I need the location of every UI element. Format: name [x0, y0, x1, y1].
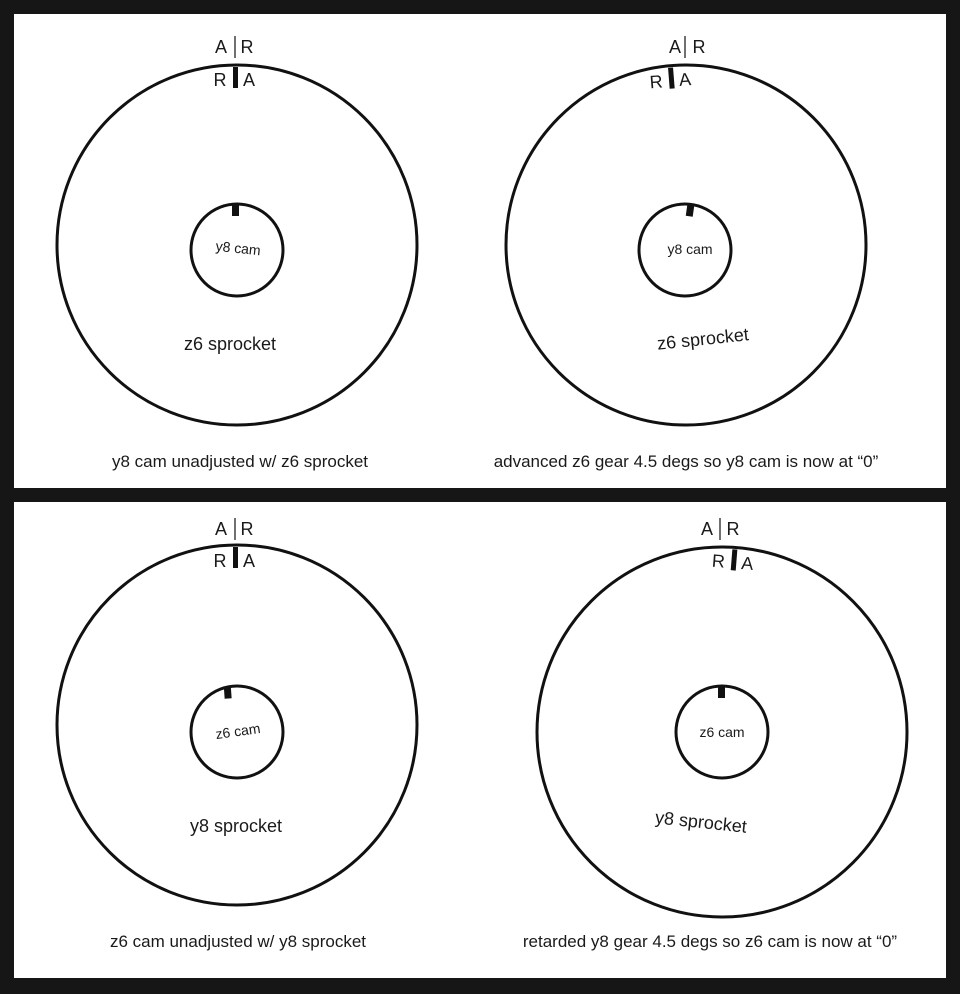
cam-label: y8 cam [667, 241, 712, 257]
sprocket-timing-mark [730, 549, 738, 571]
sprocket-mark-group: R A [214, 67, 255, 90]
top-right-letter: R [241, 519, 254, 539]
mark-right-letter: A [243, 70, 255, 90]
diagram-3: A R R A z6 cam y8 sprocket z6 cam unadju… [55, 518, 419, 951]
cam-label: y8 cam [215, 238, 262, 259]
cam-circle [637, 202, 733, 298]
sprocket-label: z6 sprocket [656, 324, 750, 354]
sprocket-mark-group: R A [649, 67, 692, 92]
cam-label: z6 cam [214, 720, 261, 742]
sprocket-circle [504, 63, 868, 427]
sprocket-circle [55, 543, 419, 907]
sprocket-label: y8 sprocket [654, 807, 748, 837]
sprocket-circle [55, 63, 419, 427]
cam-mark-group [685, 203, 695, 217]
cam-timing-mark [685, 203, 695, 217]
top-right-letter: R [241, 37, 254, 57]
diagram-4: A R R A z6 cam y8 sprocket retarded y8 g… [523, 518, 909, 951]
cam-timing-mark [223, 686, 232, 699]
cam-label: z6 cam [699, 724, 744, 740]
diagram-caption: z6 cam unadjusted w/ y8 sprocket [110, 932, 366, 951]
top-left-letter: A [701, 519, 713, 539]
sprocket-circle [535, 545, 909, 919]
sprocket-label: y8 sprocket [190, 816, 282, 836]
sprocket-mark-group: R A [214, 547, 255, 571]
diagram-caption: advanced z6 gear 4.5 degs so y8 cam is n… [494, 452, 879, 471]
bottom-panel [14, 502, 946, 978]
diagram-caption: retarded y8 gear 4.5 degs so z6 cam is n… [523, 932, 898, 951]
sprocket-timing-mark [233, 547, 238, 568]
top-right-letter: R [693, 37, 706, 57]
top-panel [14, 14, 946, 488]
cam-circle [189, 684, 285, 780]
cam-timing-mark [232, 204, 239, 216]
top-left-letter: A [669, 37, 681, 57]
mark-left-letter: R [711, 551, 726, 572]
mark-right-letter: A [243, 551, 255, 571]
sprocket-timing-mark [233, 67, 238, 88]
diagram-2: A R R A y8 cam z6 sprocket advanced z6 g… [494, 36, 879, 471]
mark-right-letter: A [678, 69, 692, 90]
top-left-letter: A [215, 37, 227, 57]
diagram-1: A R R A y8 cam z6 sprocket y8 cam unadju… [55, 36, 419, 471]
cam-mark-group [223, 686, 232, 699]
sprocket-mark-group: R A [711, 549, 755, 574]
cam-timing-mark [718, 686, 725, 698]
mark-left-letter: R [214, 551, 227, 571]
sprocket-label: z6 sprocket [184, 334, 276, 354]
mark-left-letter: R [214, 70, 227, 90]
top-left-letter: A [215, 519, 227, 539]
mark-right-letter: A [741, 553, 755, 574]
diagram-caption: y8 cam unadjusted w/ z6 sprocket [112, 452, 368, 471]
sprocket-timing-mark [668, 67, 675, 89]
mark-left-letter: R [649, 71, 664, 92]
top-right-letter: R [727, 519, 740, 539]
